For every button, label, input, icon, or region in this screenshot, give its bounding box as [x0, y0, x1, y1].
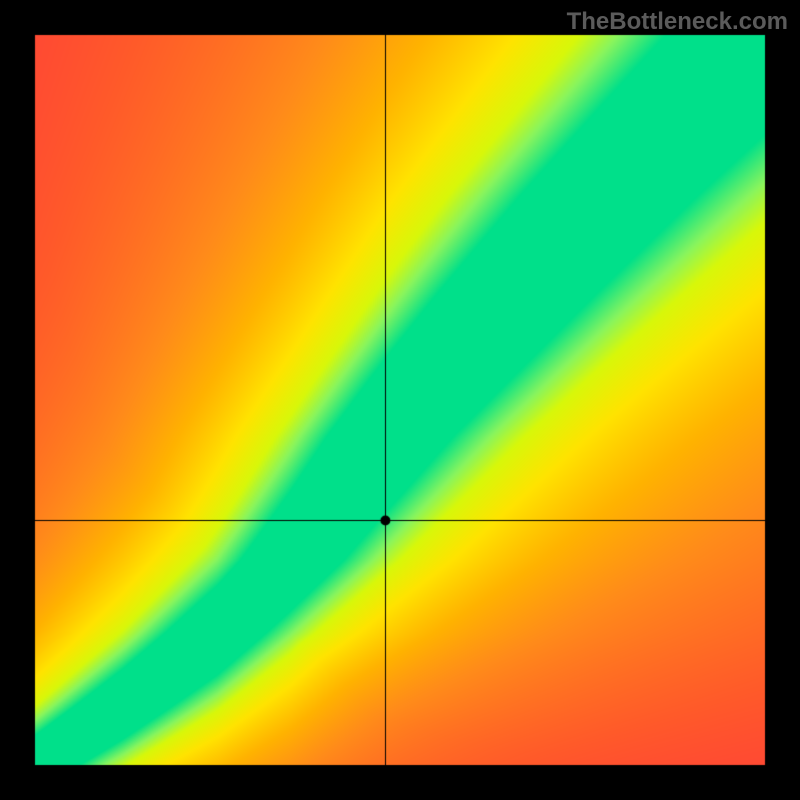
chart-container: TheBottleneck.com [0, 0, 800, 800]
watermark-text: TheBottleneck.com [567, 8, 788, 36]
bottleneck-heatmap [0, 0, 800, 800]
